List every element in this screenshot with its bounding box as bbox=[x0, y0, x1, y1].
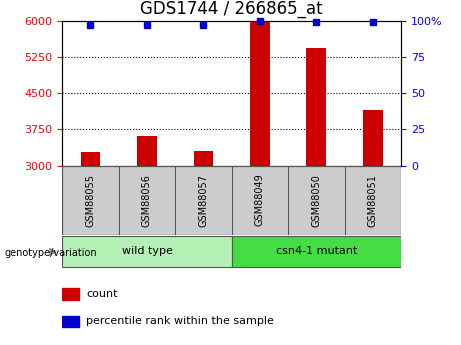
Bar bbox=[137, 136, 157, 166]
Text: GSM88050: GSM88050 bbox=[311, 174, 321, 227]
Bar bbox=[62, 288, 79, 299]
Bar bbox=[231, 166, 288, 235]
Bar bbox=[250, 22, 270, 166]
Bar bbox=[307, 48, 326, 166]
Bar bbox=[194, 151, 213, 166]
Bar bbox=[344, 166, 401, 235]
Text: wild type: wild type bbox=[122, 246, 172, 256]
Bar bbox=[175, 166, 231, 235]
Text: GSM88049: GSM88049 bbox=[255, 174, 265, 226]
Text: GSM88057: GSM88057 bbox=[198, 174, 208, 227]
Text: csn4-1 mutant: csn4-1 mutant bbox=[276, 246, 357, 256]
Bar bbox=[118, 166, 175, 235]
Bar bbox=[81, 152, 100, 166]
Bar bbox=[363, 110, 383, 166]
Text: genotype/variation: genotype/variation bbox=[5, 248, 97, 257]
Bar bbox=[62, 236, 231, 267]
Bar bbox=[62, 316, 79, 327]
Bar bbox=[62, 166, 118, 235]
Text: percentile rank within the sample: percentile rank within the sample bbox=[86, 316, 274, 326]
Bar bbox=[288, 166, 344, 235]
Title: GDS1744 / 266865_at: GDS1744 / 266865_at bbox=[140, 0, 323, 18]
Text: GSM88055: GSM88055 bbox=[85, 174, 95, 227]
Text: count: count bbox=[86, 289, 118, 299]
Text: GSM88051: GSM88051 bbox=[368, 174, 378, 227]
Bar bbox=[231, 236, 401, 267]
Text: GSM88056: GSM88056 bbox=[142, 174, 152, 227]
